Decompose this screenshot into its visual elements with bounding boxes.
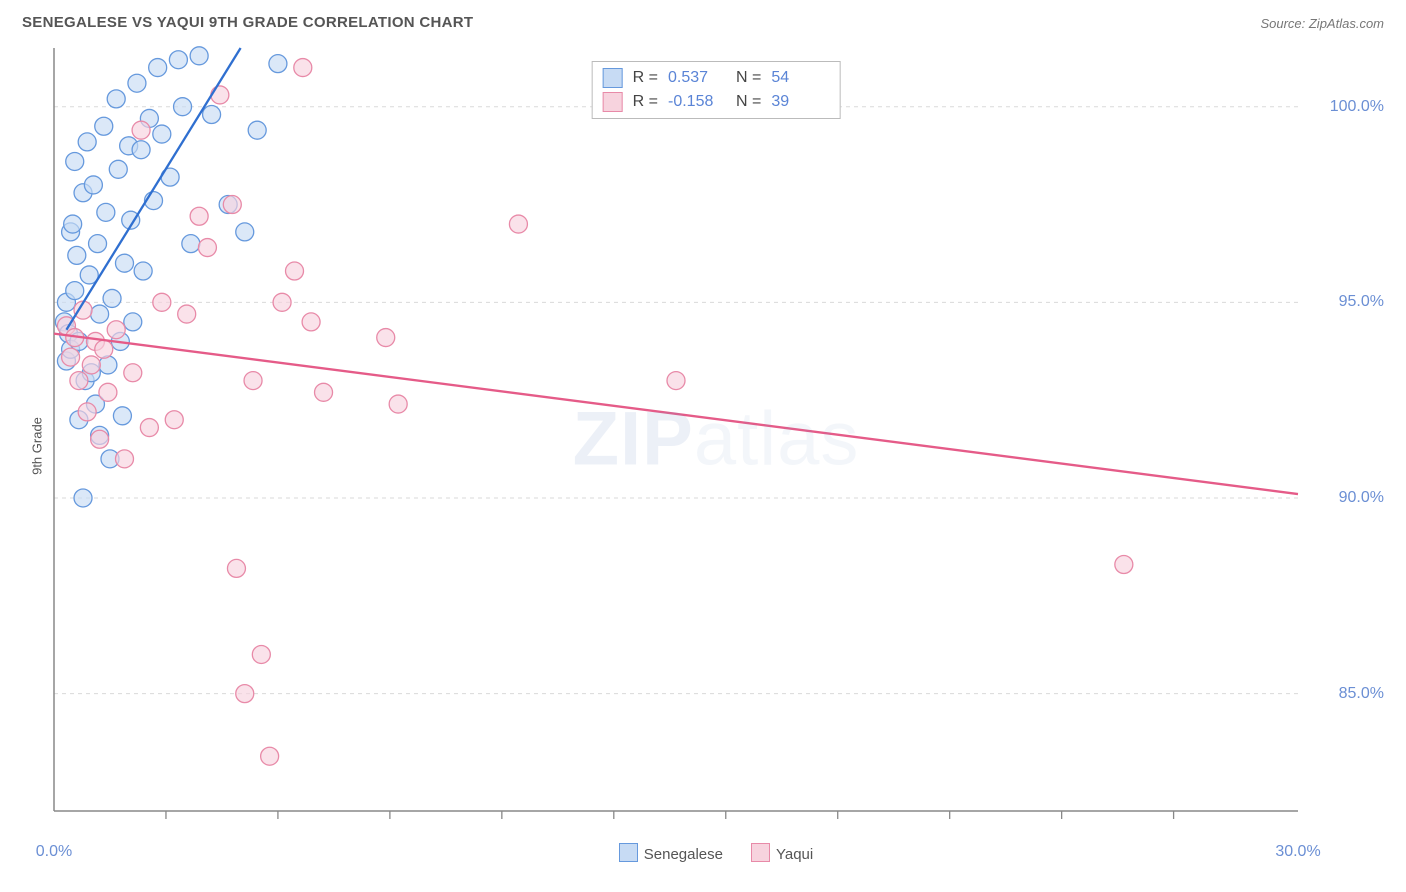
source-label: Source: ZipAtlas.com — [1260, 16, 1384, 31]
legend-item: Yaqui — [751, 843, 813, 863]
legend-item: Senegalese — [619, 843, 723, 863]
y-tick-label: 85.0% — [1339, 685, 1384, 703]
plot-area: ZIPatlas R =0.537N =54R =-0.158N =39 85.… — [48, 46, 1384, 831]
stats-legend: R =0.537N =54R =-0.158N =39 — [592, 61, 841, 119]
stats-row: R =-0.158N =39 — [603, 90, 830, 114]
y-tick-label: 100.0% — [1330, 98, 1384, 116]
y-tick-label: 90.0% — [1339, 489, 1384, 507]
series-legend: Senegalese Yaqui — [48, 843, 1384, 863]
stats-row: R =0.537N =54 — [603, 66, 830, 90]
chart-header: SENEGALESE VS YAQUI 9TH GRADE CORRELATIO… — [0, 0, 1406, 35]
y-tick-label: 95.0% — [1339, 293, 1384, 311]
y-axis-label: 9th Grade — [29, 417, 44, 475]
chart-title: SENEGALESE VS YAQUI 9TH GRADE CORRELATIO… — [22, 14, 473, 31]
